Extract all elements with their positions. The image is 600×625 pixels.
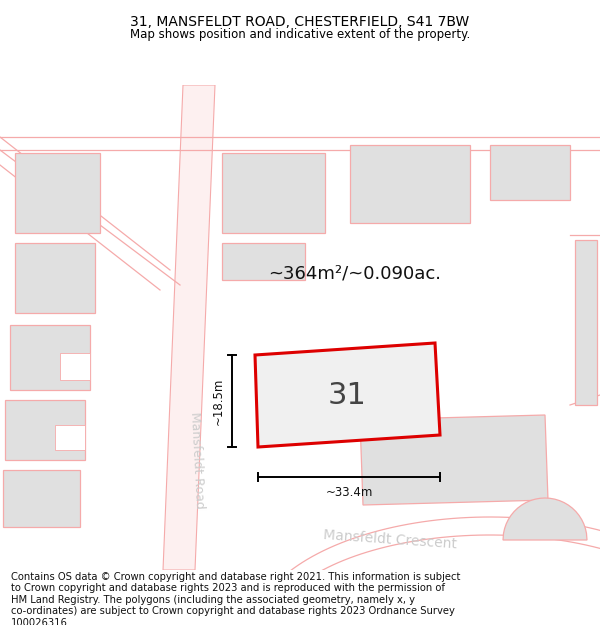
Text: Mansfeldt Crescent: Mansfeldt Crescent: [323, 528, 457, 552]
Polygon shape: [503, 498, 587, 540]
Polygon shape: [10, 325, 90, 390]
Polygon shape: [490, 145, 570, 200]
Polygon shape: [163, 85, 215, 570]
Text: ~33.4m: ~33.4m: [325, 486, 373, 499]
Text: Mansfeldt Road: Mansfeldt Road: [188, 411, 206, 509]
Polygon shape: [360, 415, 548, 505]
Polygon shape: [222, 243, 305, 280]
Polygon shape: [15, 243, 95, 313]
Polygon shape: [3, 470, 80, 527]
Text: 31: 31: [328, 381, 367, 409]
Polygon shape: [222, 153, 325, 233]
Polygon shape: [60, 353, 90, 380]
Polygon shape: [5, 400, 85, 460]
Polygon shape: [575, 240, 597, 405]
Text: Map shows position and indicative extent of the property.: Map shows position and indicative extent…: [130, 28, 470, 41]
Polygon shape: [15, 153, 100, 233]
Text: 31, MANSFELDT ROAD, CHESTERFIELD, S41 7BW: 31, MANSFELDT ROAD, CHESTERFIELD, S41 7B…: [130, 15, 470, 29]
Polygon shape: [55, 425, 85, 450]
Polygon shape: [255, 343, 440, 447]
Text: ~18.5m: ~18.5m: [212, 378, 224, 425]
Text: ~364m²/~0.090ac.: ~364m²/~0.090ac.: [269, 264, 442, 282]
Text: Contains OS data © Crown copyright and database right 2021. This information is : Contains OS data © Crown copyright and d…: [11, 572, 460, 625]
Polygon shape: [350, 145, 470, 223]
